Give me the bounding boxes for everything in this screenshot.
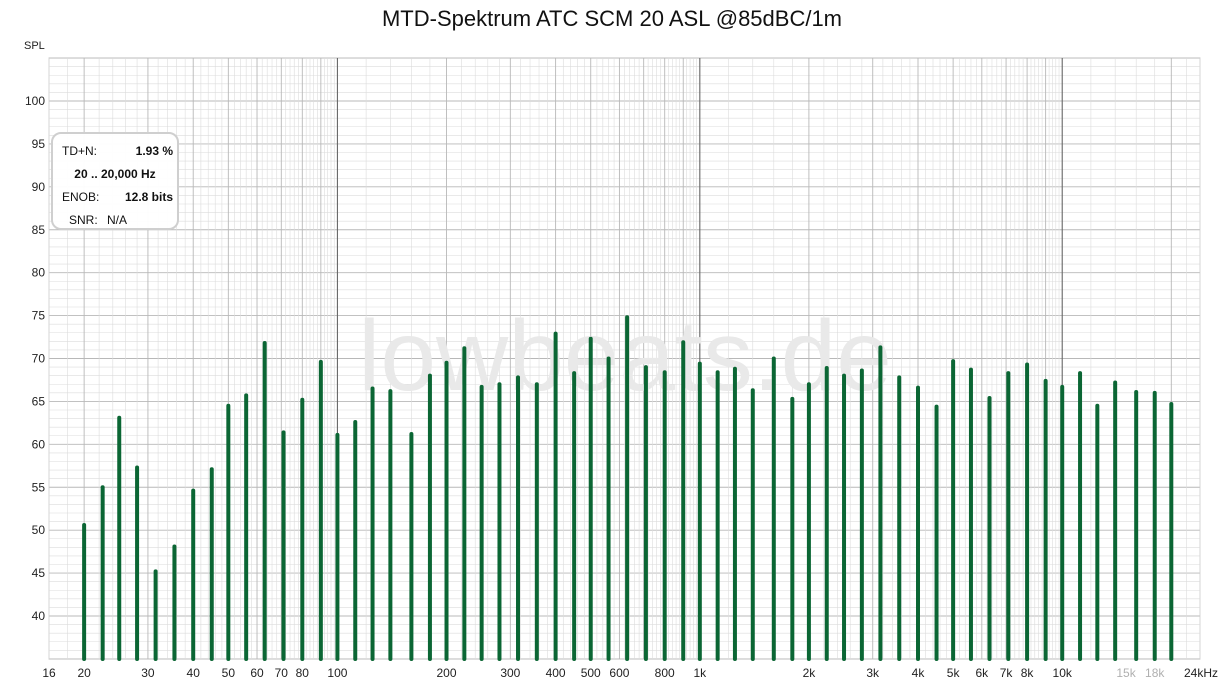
- x-tick-label: 7k: [1000, 666, 1014, 680]
- info-row-snr: SNR: N/A: [53, 213, 177, 229]
- y-tick-labels: 40 45 50 55 60 65 70 75 80 85 90 95 100: [25, 94, 45, 623]
- y-axis-label: SPL: [24, 40, 45, 52]
- x-tick-label: 400: [546, 666, 566, 680]
- x-tick-label: 600: [609, 666, 629, 680]
- y-tick-label: 40: [32, 609, 46, 623]
- x-tick-label: 16: [42, 666, 56, 680]
- x-tick-label: 800: [655, 666, 675, 680]
- y-tick-label: 90: [32, 180, 46, 194]
- y-tick-label: 85: [32, 223, 46, 237]
- tdn-key: TD+N:: [62, 144, 98, 158]
- x-tick-label: 2k: [803, 666, 817, 680]
- watermark: lowbeats.de: [358, 300, 892, 412]
- y-tick-label: 45: [32, 566, 46, 580]
- info-box: TD+N: 1.93 % 20 .. 20,000 Hz ENOB: 12.8 …: [51, 132, 179, 230]
- y-tick-label: 80: [32, 266, 46, 280]
- y-tick-label: 55: [32, 480, 46, 494]
- x-tick-label: 100: [327, 666, 347, 680]
- chart-title: MTD-Spektrum ATC SCM 20 ASL @85dBC/1m: [381, 6, 843, 31]
- x-tick-label: 60: [250, 666, 264, 680]
- x-tick-label: 1k: [693, 666, 707, 680]
- x-tick-label: 500: [581, 666, 601, 680]
- y-tick-label: 65: [32, 394, 46, 408]
- x-tick-label: 3k: [866, 666, 880, 680]
- x-tick-label: 8k: [1021, 666, 1035, 680]
- enob-key: ENOB:: [62, 190, 100, 204]
- info-row-enob: ENOB: 12.8 bits: [53, 190, 177, 206]
- y-tick-label: 50: [32, 523, 46, 537]
- info-row-range: 20 .. 20,000 Hz: [53, 167, 177, 183]
- x-tick-label: 10k: [1053, 666, 1073, 680]
- x-tick-labels: 16 20 30 40 50 60 70 80 100 200 300 400 500 600 800 1k 2…: [42, 666, 1218, 680]
- x-tick-label: 30: [141, 666, 155, 680]
- x-tick-label: 300: [500, 666, 520, 680]
- x-tick-label: 5k: [947, 666, 961, 680]
- x-tick-label: 15k: [1116, 666, 1136, 680]
- x-tick-label: 24kHz: [1184, 666, 1218, 680]
- y-tick-label: 60: [32, 437, 46, 451]
- y-tick-label: 70: [32, 352, 46, 366]
- x-tick-label: 40: [187, 666, 201, 680]
- snr-value: N/A: [107, 213, 128, 227]
- y-tick-label: 100: [25, 94, 45, 108]
- x-tick-label: 4k: [912, 666, 926, 680]
- x-tick-label: 200: [436, 666, 456, 680]
- enob-value: 12.8 bits: [124, 190, 173, 204]
- x-tick-label: 70: [275, 666, 289, 680]
- y-tick-label: 95: [32, 137, 46, 151]
- y-tick-label: 75: [32, 309, 46, 323]
- freq-range: 20 .. 20,000 Hz: [74, 167, 156, 181]
- bars-layer: [82, 315, 1174, 661]
- x-tick-label: 50: [222, 666, 236, 680]
- x-tick-label: 18k: [1145, 666, 1165, 680]
- snr-key: SNR:: [69, 213, 98, 227]
- x-tick-label: 20: [77, 666, 91, 680]
- x-tick-label: 6k: [975, 666, 989, 680]
- info-row-tdn: TD+N: 1.93 %: [53, 144, 177, 160]
- x-tick-label: 80: [296, 666, 310, 680]
- tdn-value: 1.93 %: [135, 144, 173, 158]
